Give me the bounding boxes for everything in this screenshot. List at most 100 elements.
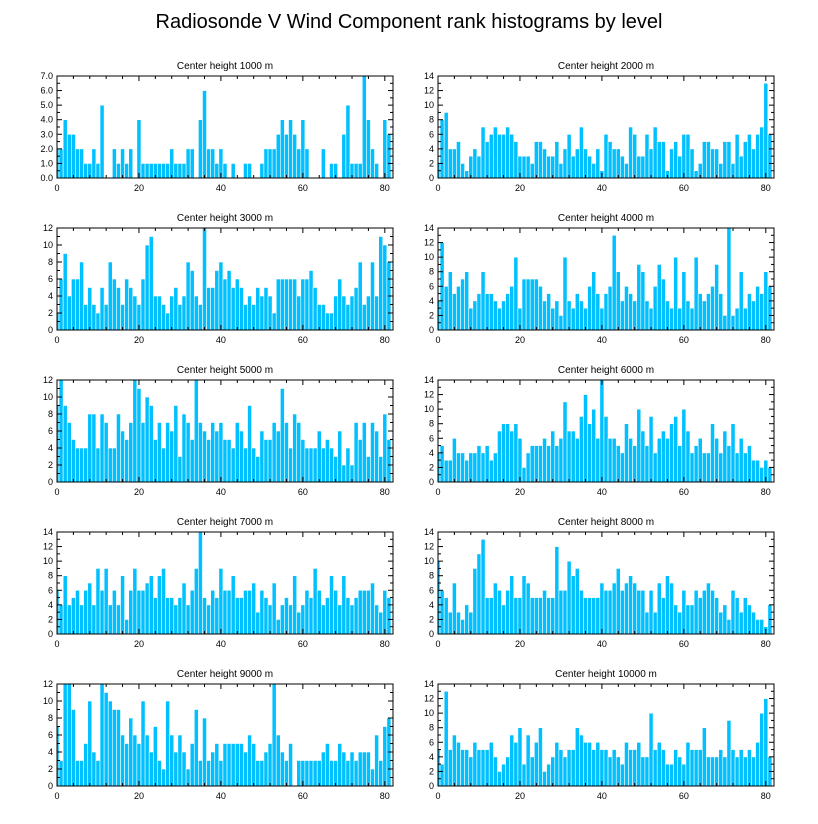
histogram-bar — [755, 133, 760, 179]
histogram-bar — [378, 236, 384, 331]
histogram-bar — [603, 416, 609, 483]
histogram-bar — [574, 293, 580, 331]
histogram-bar — [226, 589, 232, 635]
histogram-bar — [558, 437, 564, 483]
histogram-bar — [493, 452, 498, 483]
histogram-bar — [349, 295, 355, 331]
histogram-bar — [79, 604, 84, 635]
histogram-bar — [648, 416, 654, 483]
histogram-bar — [656, 141, 662, 179]
histogram-bar — [632, 445, 638, 483]
histogram-bar — [615, 756, 621, 787]
histogram-bar — [726, 720, 732, 787]
histogram-bar — [550, 430, 556, 483]
histogram-bar — [259, 430, 265, 483]
histogram-bar — [509, 734, 515, 787]
histogram-bar — [493, 300, 498, 331]
histogram-bar — [210, 751, 216, 787]
histogram-bar — [443, 459, 449, 483]
histogram-bar — [140, 700, 146, 787]
y-tick-label: 8 — [48, 257, 53, 267]
x-tick-label: 40 — [597, 335, 607, 345]
histogram-bar — [550, 155, 556, 179]
panel-title: Center height 4000 m — [558, 213, 654, 224]
histogram-bar — [300, 439, 306, 483]
bar-series — [56, 531, 392, 635]
histogram-bar — [488, 597, 494, 635]
histogram-bar — [128, 287, 134, 331]
histogram-bar — [292, 133, 298, 179]
histogram-bar — [161, 568, 166, 635]
histogram-bar — [116, 163, 121, 179]
histogram-bar — [382, 244, 388, 331]
histogram-bar — [177, 734, 183, 787]
histogram-bar — [66, 422, 72, 483]
panel-title: Center height 2000 m — [558, 61, 654, 72]
histogram-bar — [570, 155, 576, 179]
histogram-bar — [464, 170, 470, 179]
histogram-bar — [685, 741, 691, 787]
histogram-bar — [304, 148, 310, 179]
histogram-bar — [79, 261, 84, 331]
x-tick-label: 40 — [216, 183, 226, 193]
histogram-bar — [329, 575, 334, 635]
histogram-bar — [320, 751, 326, 787]
histogram-bar — [128, 717, 134, 787]
x-tick-label: 20 — [134, 487, 144, 497]
y-axis: 0 2 4 6 8 10 12 14 — [424, 71, 774, 183]
histogram-bar — [263, 287, 269, 331]
histogram-panel-7: Center height 7000 m 0 20 40 60 80 0 2 4 6 8 10 12 14 — [43, 517, 394, 649]
histogram-panel-3: Center height 3000 m 0 20 40 60 80 0 2 4 6 8 10 12 — [43, 213, 394, 345]
bar-series — [437, 690, 773, 787]
x-tick-label: 80 — [761, 183, 771, 193]
histogram-bar — [652, 126, 658, 179]
histogram-bar — [152, 726, 158, 787]
y-tick-label: 14 — [424, 375, 434, 385]
histogram-bar — [382, 589, 388, 635]
x-tick-label: 80 — [380, 487, 390, 497]
histogram-bar — [710, 285, 715, 331]
histogram-bar — [497, 589, 502, 635]
histogram-bar — [275, 619, 281, 635]
x-tick-label: 20 — [515, 639, 525, 649]
histogram-bar — [275, 430, 281, 483]
histogram-bar — [83, 589, 89, 635]
y-tick-label: 4 — [48, 291, 53, 301]
histogram-bar — [460, 452, 465, 483]
histogram-bar — [292, 575, 298, 635]
y-tick-label: 2 — [48, 460, 53, 470]
histogram-bar — [378, 456, 384, 483]
y-tick-label: 10 — [424, 404, 434, 414]
histogram-bar — [513, 256, 519, 331]
histogram-bar — [484, 445, 490, 483]
histogram-bar — [120, 575, 125, 635]
histogram-bar — [648, 148, 654, 179]
histogram-bar — [742, 307, 748, 331]
histogram-bar — [185, 422, 191, 483]
histogram-bar — [300, 278, 306, 331]
histogram-bar — [275, 278, 281, 331]
histogram-bar — [456, 452, 461, 483]
panel-title: Center height 8000 m — [558, 517, 654, 528]
x-tick-label: 0 — [54, 487, 59, 497]
x-tick-label: 20 — [134, 183, 144, 193]
histogram-bar — [214, 270, 220, 331]
histogram-bar — [529, 756, 535, 787]
histogram-bar — [243, 163, 248, 179]
y-tick-label: 1.0 — [40, 158, 53, 168]
histogram-bar — [169, 734, 175, 787]
histogram-bar — [112, 447, 117, 483]
histogram-bar — [161, 163, 166, 179]
y-axis: 0 2 4 6 8 10 12 14 — [424, 527, 774, 639]
histogram-bar — [456, 611, 461, 635]
histogram-bar — [644, 445, 650, 483]
y-tick-label: 0 — [48, 781, 53, 791]
y-tick-label: 5.0 — [40, 100, 53, 110]
histogram-bar — [669, 423, 674, 483]
histogram-bar — [710, 148, 715, 179]
y-tick-label: 14 — [424, 679, 434, 689]
bar-series — [437, 82, 773, 179]
histogram-bar — [345, 304, 351, 331]
histogram-bar — [677, 307, 683, 331]
y-tick-label: 0.0 — [40, 173, 53, 183]
